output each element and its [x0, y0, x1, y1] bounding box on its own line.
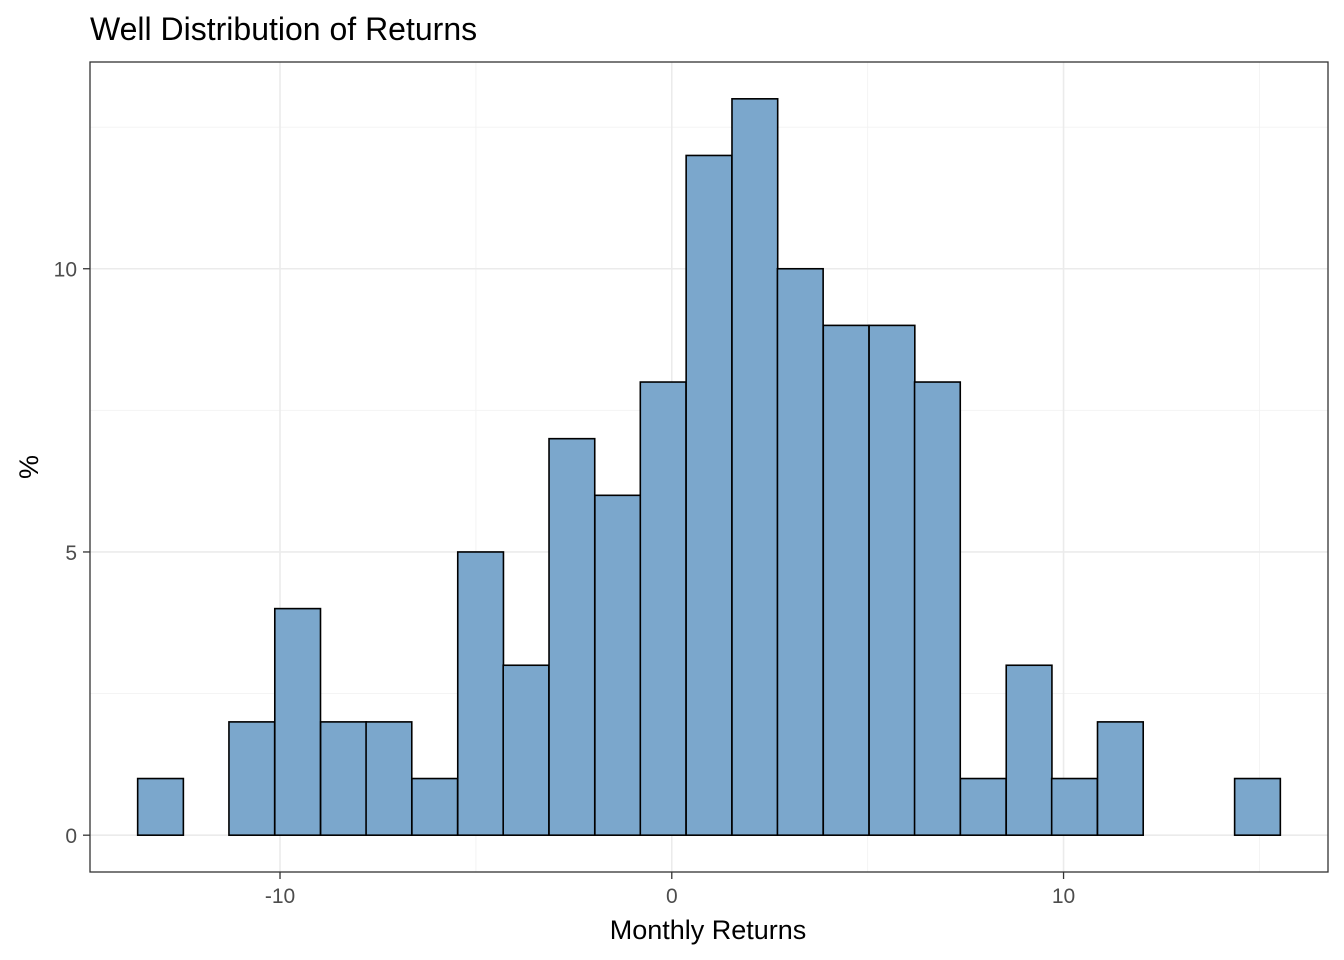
histogram-bar	[456, 551, 505, 836]
histogram-bar	[639, 381, 687, 836]
histogram-bar	[1233, 777, 1282, 836]
histogram-bars	[136, 98, 1282, 836]
histogram-bar	[776, 267, 824, 836]
histogram-bar	[959, 777, 1007, 836]
histogram-bar	[1096, 721, 1145, 836]
histogram-bar	[136, 777, 185, 836]
x-tick-label: 10	[1052, 885, 1075, 908]
x-axis-title: Monthly Returns	[610, 915, 807, 945]
histogram-bar	[365, 721, 413, 836]
histogram-bar	[548, 437, 596, 836]
y-axis-title: %	[14, 455, 44, 479]
y-axis: 0 5 10	[54, 259, 90, 848]
histogram-bar	[1050, 777, 1099, 836]
x-axis: -10 0 10	[265, 872, 1075, 908]
histogram-bar	[685, 154, 733, 836]
histogram-bar	[868, 324, 916, 836]
y-tick-label: 0	[65, 825, 77, 848]
histogram-bar	[411, 777, 459, 836]
histogram-bar	[319, 721, 368, 836]
histogram-bar	[1005, 664, 1053, 836]
y-tick-label: 10	[54, 259, 77, 282]
x-tick-label: 0	[666, 885, 678, 908]
histogram-bar	[822, 324, 870, 836]
y-tick-label: 5	[65, 542, 77, 565]
chart-title: Well Distribution of Returns	[90, 11, 477, 47]
histogram-bar	[502, 664, 550, 836]
x-tick-label: -10	[265, 885, 295, 908]
histogram-bar	[228, 721, 276, 836]
histogram-bar	[731, 98, 779, 836]
histogram-bar	[594, 494, 642, 836]
histogram-bar	[273, 607, 322, 836]
histogram-bar	[913, 381, 962, 836]
plot-panel-border	[89, 61, 1329, 873]
